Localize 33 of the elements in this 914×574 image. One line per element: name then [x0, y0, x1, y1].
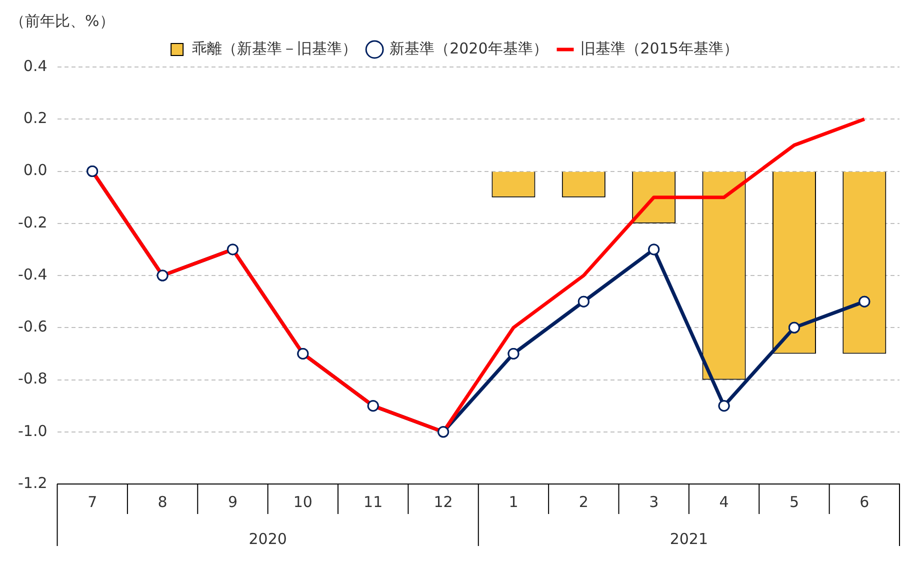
x-tick-label: 1: [508, 492, 518, 511]
y-tick-label: 0.2: [23, 109, 48, 128]
x-tick-label: 7: [88, 492, 98, 511]
legend-label: 乖離（新基準－旧基準）: [192, 39, 358, 58]
point: [578, 296, 590, 308]
point: [858, 296, 870, 308]
point: [508, 348, 520, 360]
y-tick-label: -0.2: [18, 213, 48, 232]
x-tick-label: 10: [293, 492, 312, 511]
y-tick-label: 0.4: [23, 56, 48, 75]
x-tick-label: 11: [364, 492, 383, 511]
x-tick-label: 5: [789, 492, 799, 511]
legend-label: 旧基準（2015年基準）: [580, 39, 738, 58]
point: [648, 244, 660, 256]
y-tick-label: -0.8: [18, 370, 48, 388]
legend-label: 新基準（2020年基準）: [390, 39, 548, 58]
y-tick-label: -0.4: [18, 265, 48, 284]
x-tick-label: 6: [860, 492, 870, 511]
x-tick-label: 2: [578, 492, 588, 511]
y-tick-label: -0.6: [18, 318, 48, 336]
y-tick-label: -1.2: [18, 474, 48, 492]
y-axis-title: （前年比、%）: [10, 12, 114, 30]
x-tick-label: 12: [434, 492, 453, 511]
text: 2020: [248, 530, 287, 548]
point: [788, 322, 800, 334]
y-tick-label: -1.0: [18, 422, 48, 440]
text: 2021: [670, 530, 708, 548]
y-tick-label: 0.0: [23, 161, 48, 180]
x-tick-label: 8: [158, 492, 168, 511]
x-tick-label: 4: [719, 492, 729, 511]
x-tick-label: 9: [228, 492, 238, 511]
point: [718, 400, 730, 412]
x-tick-label: 3: [649, 492, 659, 511]
